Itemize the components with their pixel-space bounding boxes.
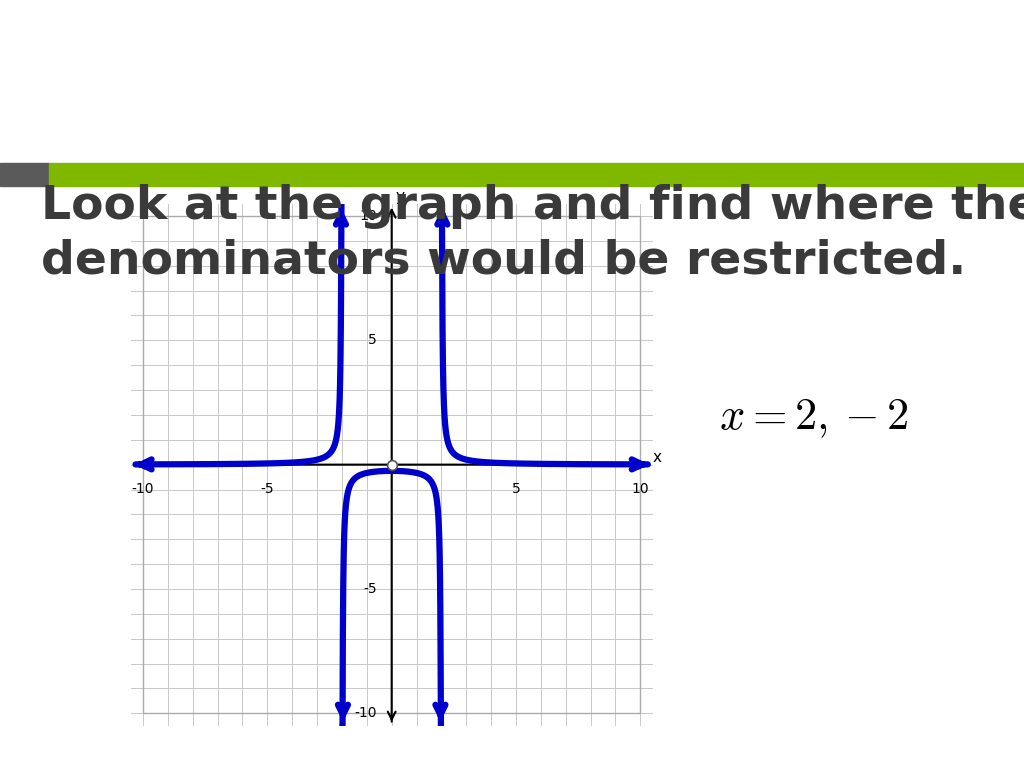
Text: 10: 10 — [359, 209, 377, 223]
Text: -10: -10 — [354, 707, 377, 720]
Text: -5: -5 — [260, 482, 274, 496]
Text: 10: 10 — [632, 482, 649, 496]
Text: 5: 5 — [368, 333, 377, 347]
Text: $x = 2, -2$: $x = 2, -2$ — [719, 397, 909, 440]
Text: 5: 5 — [512, 482, 520, 496]
Text: y: y — [396, 188, 404, 204]
Text: -10: -10 — [132, 482, 155, 496]
Bar — [0, 163, 49, 186]
Text: x: x — [653, 450, 662, 465]
Text: Look at the graph and find where the
denominators would be restricted.: Look at the graph and find where the den… — [41, 184, 1024, 283]
Text: -5: -5 — [364, 582, 377, 596]
